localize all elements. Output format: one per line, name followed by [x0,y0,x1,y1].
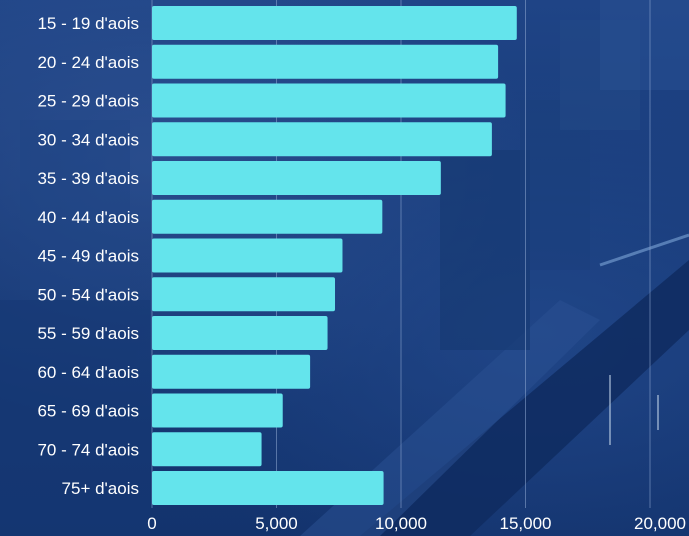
bar [152,316,328,350]
x-tick-label: 20,000 [634,514,686,533]
category-label: 20 - 24 d'aois [37,53,139,72]
x-tick-label: 15,000 [500,514,552,533]
bar [152,393,283,428]
category-label: 30 - 34 d'aois [37,130,139,149]
bar [152,432,262,467]
bar [152,199,383,234]
bar [152,277,336,312]
bar [152,238,343,273]
category-labels: 15 - 19 d'aois 20 - 24 d'aois 25 - 29 d'ao… [37,14,139,498]
x-axis-tick-labels: 0 5,000 10,000 15,000 20,000 [147,514,686,533]
bar [152,83,506,118]
bar [152,471,384,505]
category-label: 50 - 54 d'aois [37,285,139,304]
x-tick-label: 5,000 [255,514,298,533]
x-tick-label: 0 [147,514,156,533]
x-tick-label: 10,000 [375,514,427,533]
category-label: 55 - 59 d'aois [37,324,139,343]
category-label: 65 - 69 d'aois [37,402,139,421]
category-label: 15 - 19 d'aois [37,14,139,33]
category-label: 45 - 49 d'aois [37,247,139,266]
category-label: 25 - 29 d'aois [37,92,139,111]
category-label: 60 - 64 d'aois [37,363,139,382]
category-label: 70 - 74 d'aois [37,440,139,459]
bar [152,44,499,79]
category-label: 40 - 44 d'aois [37,208,139,227]
category-label: 35 - 39 d'aois [37,169,139,188]
bar [152,354,311,389]
category-label: 75+ d'aois [62,479,139,498]
bar [152,161,441,195]
bar [152,6,517,40]
bar [152,122,492,157]
bars [152,6,517,505]
